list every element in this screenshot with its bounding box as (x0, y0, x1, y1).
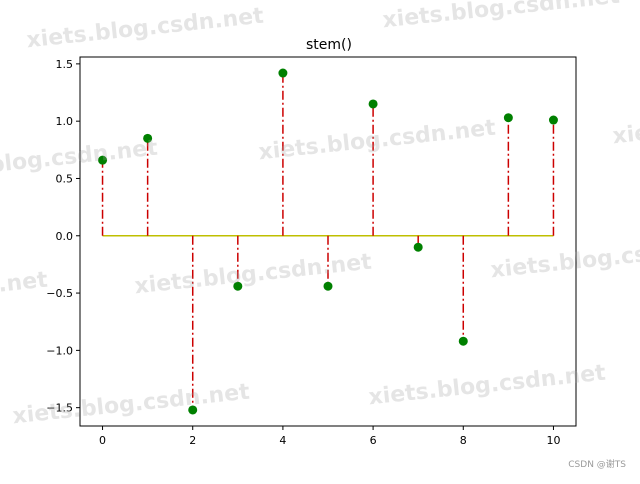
y-tick-label: 0.5 (56, 172, 74, 185)
stem-marker (413, 242, 423, 252)
y-tick-label: 1.0 (56, 115, 74, 128)
y-tick-label: −1.0 (46, 344, 73, 357)
stem-marker (233, 281, 243, 291)
chart-title: stem() (306, 37, 352, 53)
x-tick-label: 2 (189, 434, 196, 447)
x-tick-label: 10 (546, 434, 560, 447)
stem-marker (323, 281, 333, 291)
stem-marker (98, 155, 108, 165)
x-axis-ticks: 0 2 4 6 8 10 (99, 426, 560, 447)
credit-text: CSDN @谢TS (568, 460, 626, 470)
stem-marker (278, 68, 288, 78)
y-axis-ticks: −1.5 −1.0 −0.5 0.0 0.5 1.0 1.5 (46, 58, 80, 415)
stem-marker (503, 113, 513, 123)
x-tick-label: 4 (279, 434, 286, 447)
stem-marker (188, 405, 198, 415)
stem-marker (548, 115, 558, 125)
plot-frame (79, 56, 577, 427)
stem-markers-group (98, 68, 558, 415)
y-tick-label: 1.5 (56, 58, 74, 71)
x-tick-label: 8 (460, 434, 467, 447)
stem-marker (458, 336, 468, 346)
stem-marker (143, 133, 153, 143)
stem-marker (368, 99, 378, 109)
y-tick-label: 0.0 (56, 230, 74, 243)
x-tick-label: 6 (370, 434, 377, 447)
stem-lines-group (101, 73, 555, 410)
y-tick-label: −0.5 (46, 287, 73, 300)
x-tick-label: 0 (99, 434, 106, 447)
y-tick-label: −1.5 (46, 402, 73, 415)
